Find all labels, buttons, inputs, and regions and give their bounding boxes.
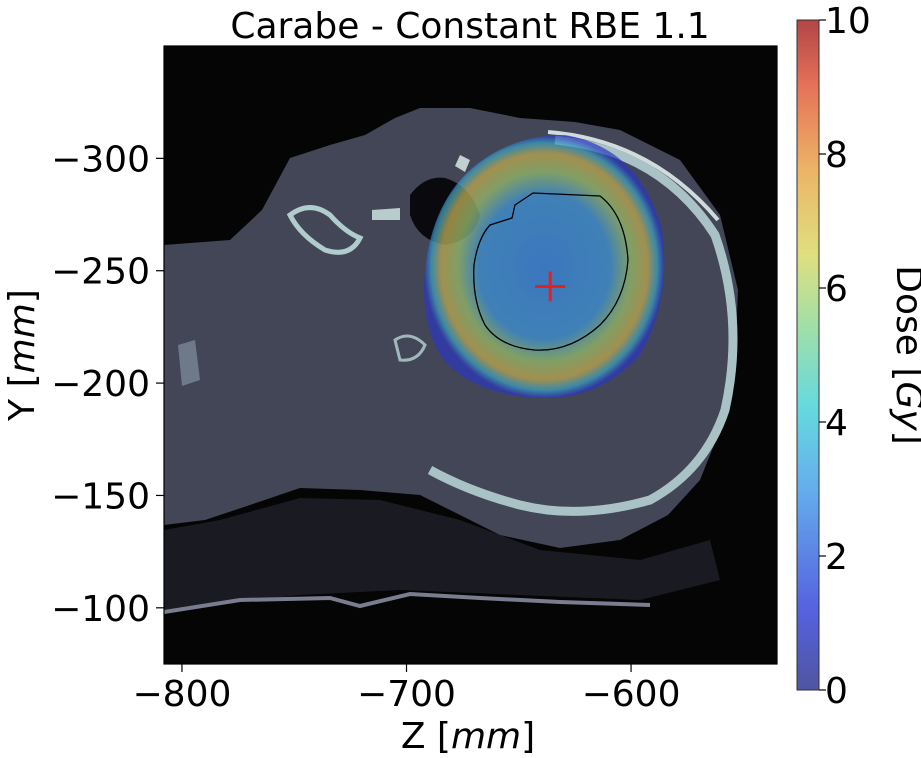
dose-map bbox=[424, 135, 665, 399]
y-axis-label: Y [mm] bbox=[2, 289, 43, 422]
y-tick-label: −250 bbox=[51, 252, 150, 293]
colorbar bbox=[796, 19, 820, 691]
colorbar-tick-label: 2 bbox=[825, 537, 848, 578]
y-tick-label: −300 bbox=[51, 139, 150, 180]
plot-frame bbox=[163, 45, 778, 665]
x-axis-label: Z [mm] bbox=[401, 716, 535, 757]
colorbar-tick-label: 8 bbox=[825, 135, 848, 176]
y-tick-label: −150 bbox=[51, 476, 150, 517]
chart-title: Carabe - Constant RBE 1.1 bbox=[230, 6, 709, 47]
colorbar-tick-label: 6 bbox=[825, 269, 848, 310]
x-tick-label: −800 bbox=[133, 674, 232, 715]
y-axis: −300 −250 −200 −150 −100 bbox=[51, 139, 164, 630]
colorbar-ticks: 0 2 4 6 8 10 bbox=[819, 1, 871, 712]
colorbar-tick-label: 10 bbox=[825, 1, 871, 42]
target-contour bbox=[473, 192, 629, 351]
target-marker bbox=[535, 271, 566, 302]
colorbar-tick-label: 0 bbox=[825, 671, 848, 712]
x-tick-label: −600 bbox=[582, 674, 681, 715]
colorbar-tick-label: 4 bbox=[825, 403, 848, 444]
y-tick-label: −200 bbox=[51, 364, 150, 405]
y-tick-label: −100 bbox=[51, 589, 150, 630]
x-axis: −800 −700 −600 bbox=[133, 664, 681, 715]
x-tick-label: −700 bbox=[357, 674, 456, 715]
colorbar-label: Dose [Gy] bbox=[888, 265, 921, 444]
